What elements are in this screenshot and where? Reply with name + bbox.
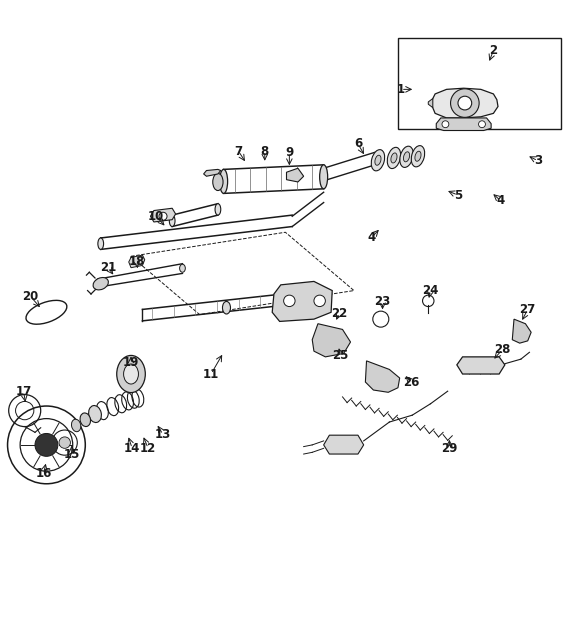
Text: 26: 26 bbox=[403, 375, 419, 389]
Circle shape bbox=[458, 96, 472, 110]
Ellipse shape bbox=[95, 279, 101, 287]
Polygon shape bbox=[457, 357, 505, 374]
Ellipse shape bbox=[320, 165, 328, 189]
Polygon shape bbox=[129, 255, 145, 268]
Text: 28: 28 bbox=[494, 343, 511, 356]
Text: 19: 19 bbox=[123, 356, 139, 369]
Text: 14: 14 bbox=[124, 442, 140, 455]
Text: 12: 12 bbox=[140, 442, 156, 455]
Circle shape bbox=[59, 437, 70, 448]
Polygon shape bbox=[151, 208, 175, 222]
Ellipse shape bbox=[117, 356, 146, 392]
Circle shape bbox=[284, 295, 295, 307]
Polygon shape bbox=[203, 169, 221, 176]
Text: 4: 4 bbox=[497, 195, 505, 207]
Ellipse shape bbox=[98, 238, 104, 249]
Text: 8: 8 bbox=[261, 144, 269, 158]
Polygon shape bbox=[272, 281, 332, 321]
Circle shape bbox=[35, 434, 58, 456]
Text: 5: 5 bbox=[454, 189, 462, 202]
Polygon shape bbox=[432, 88, 498, 118]
Polygon shape bbox=[436, 118, 491, 130]
Text: 22: 22 bbox=[331, 307, 347, 320]
Ellipse shape bbox=[89, 406, 101, 422]
Ellipse shape bbox=[400, 146, 413, 167]
Polygon shape bbox=[286, 169, 304, 182]
Text: 20: 20 bbox=[22, 290, 38, 303]
Text: 29: 29 bbox=[441, 442, 458, 455]
Text: 21: 21 bbox=[100, 261, 116, 274]
Polygon shape bbox=[324, 435, 364, 454]
Text: 3: 3 bbox=[534, 155, 542, 167]
Ellipse shape bbox=[411, 146, 425, 167]
Text: 1: 1 bbox=[397, 83, 405, 96]
Ellipse shape bbox=[179, 265, 185, 272]
Text: 6: 6 bbox=[354, 137, 362, 150]
FancyBboxPatch shape bbox=[398, 38, 561, 129]
Ellipse shape bbox=[215, 204, 221, 215]
Ellipse shape bbox=[222, 301, 230, 314]
Circle shape bbox=[159, 212, 167, 220]
Text: 15: 15 bbox=[64, 448, 80, 460]
Ellipse shape bbox=[72, 419, 81, 432]
Ellipse shape bbox=[124, 364, 139, 384]
Text: 11: 11 bbox=[203, 368, 219, 380]
Text: 7: 7 bbox=[234, 144, 242, 158]
Text: 25: 25 bbox=[332, 349, 349, 362]
Ellipse shape bbox=[213, 174, 223, 191]
Text: 2: 2 bbox=[489, 44, 497, 57]
Text: 16: 16 bbox=[36, 467, 52, 480]
Circle shape bbox=[478, 121, 485, 128]
Ellipse shape bbox=[391, 153, 397, 163]
Polygon shape bbox=[312, 324, 351, 357]
Text: 27: 27 bbox=[520, 303, 536, 316]
Text: 23: 23 bbox=[374, 296, 391, 308]
Text: 17: 17 bbox=[15, 385, 32, 398]
Polygon shape bbox=[512, 319, 531, 343]
Text: 9: 9 bbox=[285, 146, 293, 159]
Ellipse shape bbox=[169, 215, 175, 226]
Ellipse shape bbox=[80, 413, 91, 427]
Text: 18: 18 bbox=[128, 256, 145, 268]
Ellipse shape bbox=[403, 152, 410, 162]
Circle shape bbox=[314, 295, 325, 307]
Polygon shape bbox=[366, 361, 400, 392]
Ellipse shape bbox=[415, 151, 421, 162]
Text: 24: 24 bbox=[422, 284, 439, 297]
Ellipse shape bbox=[387, 148, 401, 169]
Text: 4: 4 bbox=[367, 232, 375, 244]
Ellipse shape bbox=[375, 155, 381, 165]
Ellipse shape bbox=[371, 149, 384, 171]
Polygon shape bbox=[428, 99, 433, 107]
Circle shape bbox=[442, 121, 449, 128]
Circle shape bbox=[450, 89, 479, 118]
Ellipse shape bbox=[219, 169, 227, 193]
Text: 10: 10 bbox=[148, 210, 164, 223]
Text: 13: 13 bbox=[155, 428, 171, 441]
Ellipse shape bbox=[93, 277, 108, 290]
